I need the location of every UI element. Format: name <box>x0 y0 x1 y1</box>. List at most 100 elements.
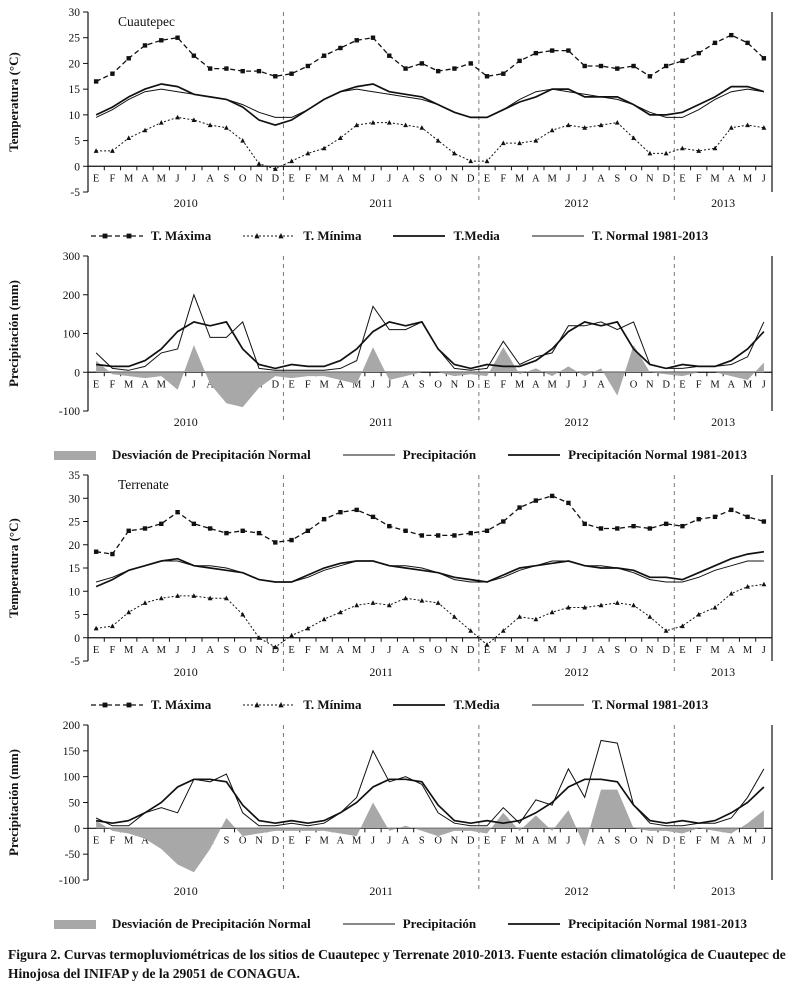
square-marker <box>207 526 213 531</box>
legend-item: Precipitación <box>341 447 476 463</box>
year-label: 2011 <box>369 665 393 679</box>
series-line <box>95 778 765 825</box>
triangle-marker <box>256 635 262 640</box>
month-label: A <box>206 379 214 390</box>
square-marker <box>256 530 262 536</box>
month-label: A <box>532 835 540 846</box>
triangle-marker <box>305 625 311 631</box>
square-marker <box>289 537 294 543</box>
triangle-marker <box>403 122 408 128</box>
square-marker <box>501 519 506 524</box>
legend-item: Desviación de Precipitación Normal <box>50 916 311 932</box>
square-marker <box>745 40 750 46</box>
month-label: D <box>662 645 670 656</box>
month-label: O <box>630 379 638 390</box>
month-label: O <box>434 173 442 184</box>
month-label: M <box>515 379 525 390</box>
square-marker <box>207 66 213 71</box>
y-tick-label: 200 <box>63 290 81 302</box>
triangle-marker <box>354 602 360 608</box>
month-label: M <box>352 379 362 390</box>
chart-block-cuautepec-precipitation: -1000100200300EFMAMJJASONDEFMAMJJASONDEF… <box>2 248 795 467</box>
square-marker <box>615 66 620 71</box>
triangle-marker <box>663 150 669 156</box>
square-marker <box>680 523 685 529</box>
triangle-marker <box>110 148 115 153</box>
month-label: J <box>566 379 570 390</box>
month-label: O <box>630 173 638 184</box>
month-label: M <box>124 835 134 846</box>
legend-label: Desviación de Precipitación Normal <box>112 916 311 931</box>
square-marker <box>566 48 571 53</box>
square-marker <box>647 74 653 79</box>
chart-block-terrenate-precipitation: -100-50050100150200EFMAMJJASONDEFMAMJJAS… <box>2 717 795 936</box>
triangle-marker <box>517 140 522 146</box>
month-label: E <box>288 835 294 846</box>
square-marker <box>403 66 408 71</box>
triangle-marker <box>419 125 425 130</box>
triangle-marker <box>647 150 653 156</box>
square-marker <box>549 493 555 499</box>
square-marker <box>224 66 229 71</box>
square-marker <box>93 79 99 84</box>
month-label: M <box>547 379 557 390</box>
legend-item: Precipitación Normal 1981-2013 <box>506 916 747 932</box>
month-label: A <box>337 379 345 390</box>
legend-label: Desviación de Precipitación Normal <box>112 447 311 462</box>
month-label: E <box>484 173 490 184</box>
month-label: S <box>614 645 620 656</box>
square-marker <box>663 63 669 69</box>
legend-swatch-icon <box>508 923 561 925</box>
square-marker <box>631 523 636 529</box>
month-label: A <box>402 835 410 846</box>
triangle-marker <box>435 600 441 605</box>
triangle-marker <box>468 158 474 164</box>
year-label: 2010 <box>174 415 198 429</box>
legend-swatch-icon <box>342 454 395 456</box>
terrenate-precipitation-legend: Desviación de Precipitación Normal Precip… <box>2 912 795 936</box>
square-marker <box>338 510 343 515</box>
y-tick-label: 150 <box>63 746 81 758</box>
square-marker <box>566 500 571 506</box>
year-label: 2013 <box>711 196 735 210</box>
triangle-marker <box>712 145 718 151</box>
square-marker <box>370 514 376 520</box>
square-marker <box>484 528 490 533</box>
square-marker <box>712 514 718 520</box>
legend-swatch-icon <box>531 235 584 237</box>
square-marker <box>338 45 343 51</box>
month-label: M <box>352 173 362 184</box>
square-marker <box>696 50 701 56</box>
triangle-marker <box>549 127 555 133</box>
figure-caption: Figura 2. Curvas termopluviométricas de … <box>8 947 786 981</box>
month-label: M <box>319 835 329 846</box>
square-marker <box>256 68 262 74</box>
month-label: O <box>239 645 247 656</box>
triangle-marker <box>696 611 702 617</box>
legend-item: Precipitación Normal 1981-2013 <box>506 447 747 463</box>
triangle-marker <box>484 158 490 164</box>
month-label: E <box>484 645 490 656</box>
square-marker <box>663 521 669 527</box>
month-label: D <box>271 835 279 846</box>
y-tick-label: 100 <box>63 772 81 784</box>
month-label: F <box>110 645 116 656</box>
triangle-marker <box>175 593 180 598</box>
month-label: J <box>583 645 587 656</box>
cuautepec-temperature-chart: -5 0 5 10 15 20 25 30 E F M A M J J A S O N D E F M A M J J A S O N D E F… <box>2 4 795 224</box>
square-marker <box>419 533 425 538</box>
triangle-marker <box>549 609 555 615</box>
y-tick-label: 5 <box>74 610 80 622</box>
triangle-marker <box>533 138 539 143</box>
year-label: 2013 <box>711 884 735 898</box>
square-marker <box>452 66 457 71</box>
series-line <box>96 320 765 370</box>
y-tick-label: 100 <box>63 329 81 341</box>
triangle-marker <box>680 623 685 629</box>
triangle-marker <box>614 120 620 125</box>
legend-swatch-icon <box>531 704 584 706</box>
month-label: A <box>206 645 214 656</box>
triangle-marker <box>191 117 197 122</box>
